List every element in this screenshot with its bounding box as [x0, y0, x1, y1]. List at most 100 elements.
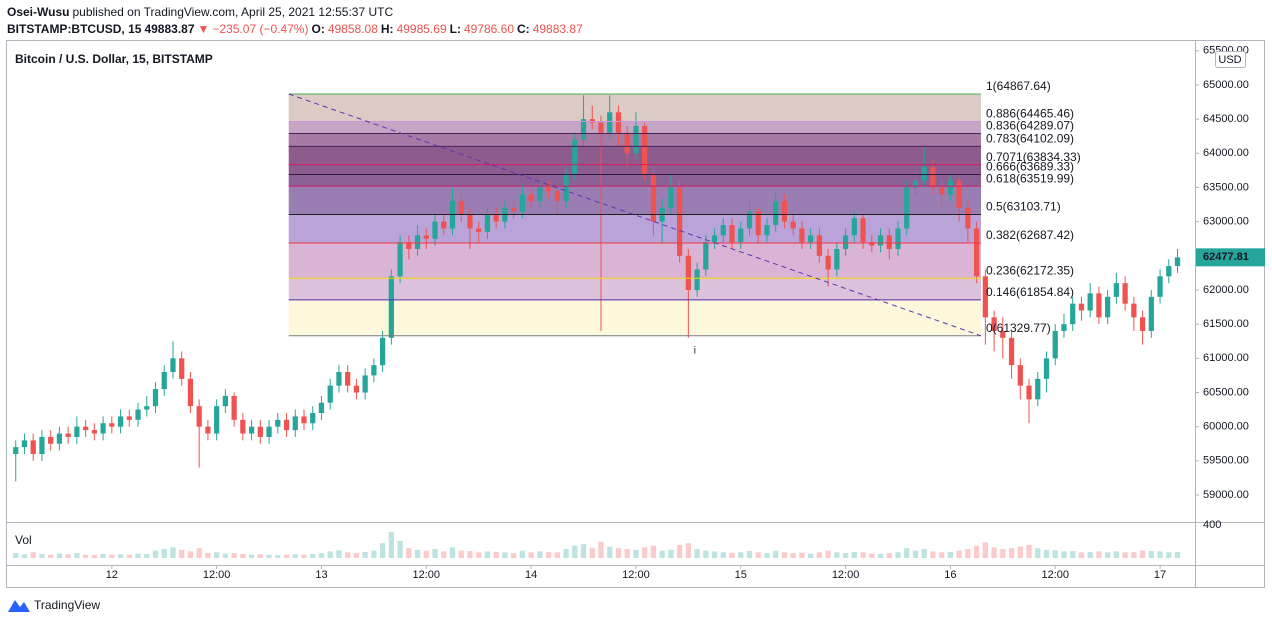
candle-body — [528, 194, 534, 202]
volume-bar — [39, 553, 45, 558]
volume-bar — [685, 543, 691, 558]
candle-body — [1043, 358, 1050, 379]
footer-brand: TradingView — [34, 598, 100, 612]
volume-bar — [554, 552, 560, 558]
chart-title: Bitcoin / U.S. Dollar, 15, BITSTAMP — [15, 52, 213, 66]
candle-body — [895, 228, 901, 249]
candle-body — [1105, 296, 1111, 318]
candle-body — [1131, 303, 1137, 318]
y-tick-label: 64500.00 — [1203, 113, 1249, 125]
fib-label: 0.236(62172.35) — [986, 263, 1074, 277]
volume-bar — [100, 553, 106, 558]
volume-bar — [842, 553, 849, 558]
volume-bar — [1166, 552, 1172, 558]
volume-bar — [301, 554, 307, 558]
currency-box[interactable] — [1215, 51, 1246, 68]
candle-body — [711, 235, 718, 243]
author: Osei-Wusu — [7, 5, 70, 19]
volume-bar — [720, 552, 726, 558]
candle-body — [117, 416, 124, 427]
volume-bar — [345, 552, 351, 558]
volume-bar — [1052, 550, 1058, 558]
candle-body — [965, 207, 971, 229]
x-tick-label: 16 — [944, 569, 956, 581]
candle-body — [738, 228, 744, 243]
candle-body — [152, 389, 159, 407]
volume-bar — [755, 552, 761, 558]
open: 49858.08 — [327, 22, 378, 36]
volume-bar — [257, 554, 263, 558]
candle-body — [1157, 276, 1163, 297]
volume-bar — [318, 553, 325, 558]
volume-bar — [589, 548, 595, 558]
candle-body — [624, 132, 630, 154]
candle-body — [685, 255, 691, 290]
volume-tick-label: 400 — [1203, 519, 1221, 531]
candle-body — [91, 430, 97, 434]
volume-bar — [117, 554, 124, 558]
candle-body — [353, 385, 360, 393]
volume-bar — [650, 545, 657, 558]
volume-bar — [895, 552, 901, 558]
volume-bar — [545, 551, 552, 558]
candle-body — [205, 426, 211, 434]
fib-band — [288, 278, 981, 300]
candle-body — [947, 180, 954, 195]
x-tick-label: 17 — [1154, 569, 1166, 581]
candle-body — [554, 190, 560, 202]
volume-bar — [607, 546, 613, 558]
candle-body — [48, 436, 54, 444]
volume-bar — [1070, 551, 1076, 558]
low-label: L: — [449, 22, 461, 36]
candle-body — [1148, 296, 1154, 331]
volume-bar — [1139, 550, 1146, 558]
volume-bar — [1096, 551, 1102, 558]
volume-bar — [467, 551, 473, 558]
volume-bar — [965, 549, 971, 558]
volume-bar — [659, 550, 665, 558]
candle-body — [834, 248, 840, 270]
candle-body — [991, 317, 997, 331]
y-tick-label: 63000.00 — [1203, 216, 1249, 228]
candle-body — [1000, 330, 1006, 338]
candle-body — [729, 225, 735, 243]
candle-body — [598, 122, 604, 133]
candle-body — [904, 187, 910, 229]
volume-bar — [379, 543, 386, 558]
candle-body — [318, 402, 325, 413]
volume-bar — [21, 554, 28, 558]
candle-body — [379, 337, 386, 366]
volume-bar — [1105, 552, 1111, 558]
fib-label: 0.618(63519.99) — [986, 171, 1074, 185]
candle-body — [511, 207, 517, 212]
volume-bar — [799, 552, 805, 558]
candle-body — [432, 221, 438, 239]
volume-bar — [1174, 551, 1181, 558]
volume-bar — [196, 548, 202, 558]
arrow: ▼ — [197, 22, 210, 36]
volume-bar — [406, 548, 412, 558]
y-tick-label: 59500.00 — [1203, 455, 1249, 467]
candle-body — [825, 255, 831, 270]
volume-bar — [484, 551, 491, 558]
candle-body — [1096, 293, 1102, 318]
quote-line: BITSTAMP:BTCUSD, 15 49883.87 ▼ −235.07 (−0.… — [7, 21, 586, 38]
currency[interactable]: USD — [1218, 54, 1241, 66]
last-price-label: 62477.81 — [1203, 251, 1249, 263]
candle-body — [126, 416, 132, 420]
volume-bar — [869, 553, 875, 558]
candle-body — [388, 276, 394, 338]
candle-body — [572, 139, 578, 174]
volume-bar — [633, 549, 639, 558]
y-tick-label: 60000.00 — [1203, 421, 1249, 433]
candle-body — [615, 112, 622, 133]
published: published on TradingView.com, April 25, … — [72, 5, 394, 19]
volume-bar — [327, 551, 333, 558]
candle-body — [633, 125, 639, 154]
volume-bar — [947, 551, 954, 558]
volume-bar — [353, 553, 360, 558]
volume-bar — [170, 547, 176, 558]
volume-bar — [1000, 549, 1006, 558]
y-tick-label: 60500.00 — [1203, 386, 1249, 398]
